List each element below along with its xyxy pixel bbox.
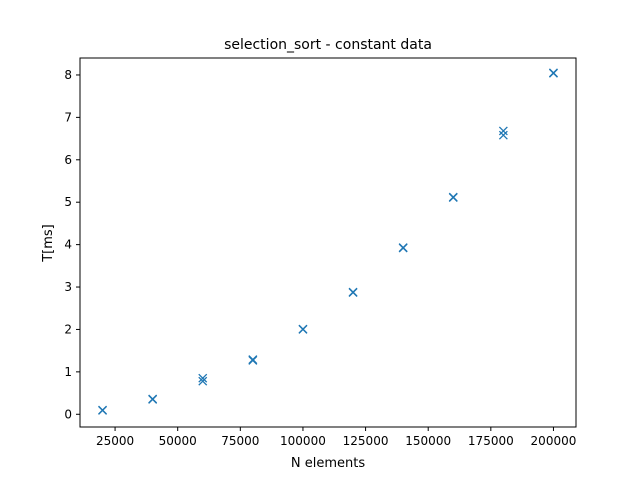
y-tick-label: 6 — [64, 153, 72, 167]
y-tick-label: 3 — [64, 280, 72, 294]
data-point — [198, 373, 208, 383]
data-point — [148, 394, 158, 404]
y-tick-label: 1 — [64, 365, 72, 379]
data-point — [98, 405, 108, 415]
y-tick-label: 4 — [64, 238, 72, 252]
y-axis: 0 1 2 3 4 5 6 7 8 — [64, 68, 80, 421]
chart-title: selection_sort - constant data — [224, 37, 432, 53]
data-point — [348, 287, 358, 297]
x-tick-label: 200000 — [531, 434, 577, 448]
x-tick-label: 100000 — [280, 434, 326, 448]
y-tick-label: 0 — [64, 407, 72, 421]
data-point — [198, 376, 208, 386]
y-tick-label: 5 — [64, 195, 72, 209]
plot-frame — [79, 57, 577, 428]
x-tick-label: 150000 — [405, 434, 451, 448]
y-tick-label: 2 — [64, 322, 72, 336]
x-tick-label: 125000 — [343, 434, 389, 448]
x-axis: 25000 50000 75000 100000 125000 150000 175000 2… — [96, 427, 576, 448]
data-point — [448, 192, 458, 202]
data-point — [498, 130, 508, 140]
data-point — [398, 243, 408, 253]
x-tick-label: 25000 — [96, 434, 134, 448]
data-point — [498, 126, 508, 136]
data-point — [298, 324, 308, 334]
data-series — [98, 68, 558, 415]
data-point — [548, 68, 558, 78]
data-point — [248, 355, 258, 365]
x-axis-label: N elements — [291, 456, 365, 471]
y-tick-label: 7 — [64, 110, 72, 124]
y-axis-label: T[ms] — [41, 224, 56, 263]
y-tick-label: 8 — [64, 68, 72, 82]
x-tick-label: 75000 — [221, 434, 259, 448]
x-tick-label: 50000 — [159, 434, 197, 448]
x-tick-label: 175000 — [468, 434, 514, 448]
